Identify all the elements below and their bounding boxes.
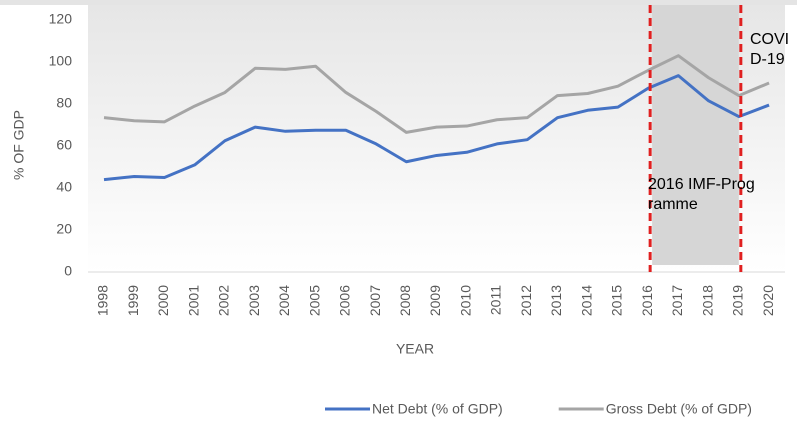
y-tick-label: 20: [56, 221, 72, 237]
x-tick-label: 2016: [639, 285, 655, 316]
x-axis-label: YEAR: [396, 341, 434, 357]
x-tick-label: 2018: [699, 285, 715, 316]
legend-label: Net Debt (% of GDP): [372, 401, 503, 417]
y-tick-label: 100: [49, 53, 73, 69]
x-tick-label: 2014: [578, 285, 594, 316]
x-tick-label: 2000: [155, 285, 171, 316]
x-tick-label: 2009: [427, 285, 443, 316]
y-axis-label: % OF GDP: [11, 110, 27, 180]
x-tick-label: 1999: [125, 285, 141, 316]
x-tick-label: 2011: [488, 285, 504, 315]
line-series: [103, 54, 770, 134]
x-tick-label: 2008: [397, 285, 413, 316]
x-tick-label: 1998: [95, 285, 111, 316]
x-tick-label: 2010: [457, 285, 473, 316]
x-tick-label: 2006: [337, 285, 353, 316]
x-tick-label: 2003: [246, 285, 262, 316]
x-tick-label: 2020: [760, 285, 776, 316]
x-tick-label: 2015: [609, 285, 625, 316]
x-tick-label: 2013: [548, 285, 564, 316]
annotation: COVID-19: [750, 31, 790, 68]
y-tick-label: 40: [56, 179, 72, 195]
x-tick-label: 2002: [216, 285, 232, 316]
x-tick-label: 2001: [185, 285, 201, 316]
x-tick-label: 2005: [306, 285, 322, 316]
y-tick-label: 60: [56, 137, 72, 153]
y-tick-label: 0: [64, 263, 72, 279]
x-tick-label: 2012: [518, 285, 534, 316]
top-strip: [0, 0, 797, 5]
x-tick-label: 2019: [730, 285, 746, 316]
x-tick-label: 2007: [367, 285, 383, 316]
y-tick-label: 80: [56, 95, 72, 111]
x-tick-label: 2017: [669, 285, 685, 316]
y-tick-label: 120: [49, 11, 73, 27]
annotation: 2016 IMF-Programme: [648, 176, 755, 213]
shaded-period: [652, 5, 739, 265]
legend-label: Gross Debt (% of GDP): [606, 401, 752, 417]
line-series: [103, 74, 770, 182]
x-tick-label: 2004: [276, 285, 292, 316]
